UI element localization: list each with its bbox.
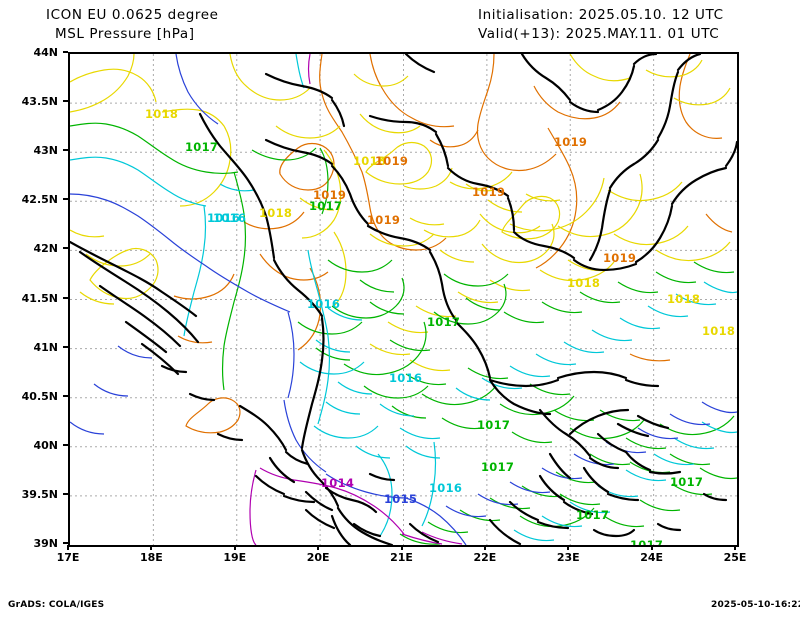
contour-label-1016: 1016 — [213, 211, 247, 225]
x-tick-mark — [317, 545, 320, 550]
y-tick-mark — [63, 51, 68, 53]
y-tick-mark — [63, 345, 68, 348]
isobar-1015 — [70, 54, 737, 545]
x-tick-mark — [67, 545, 69, 550]
x-tick-mark — [400, 545, 403, 550]
contour-label-1018: 1018 — [567, 276, 601, 290]
contour-label-1017: 1017 — [185, 140, 219, 154]
x-tick-label: 22E — [473, 551, 497, 564]
contour-label-1017: 1017 — [630, 538, 664, 545]
contour-label-1017: 1017 — [477, 418, 511, 432]
model-name-label: ICON EU 0.0625 degree — [46, 7, 219, 23]
y-tick-mark — [63, 492, 68, 495]
contour-label-1019: 1019 — [554, 135, 588, 149]
y-tick-label: 42.5N — [21, 193, 58, 207]
contour-label-1018: 1018 — [353, 154, 387, 168]
x-tick-label: 19E — [223, 551, 247, 564]
contour-label-1016: 1016 — [389, 371, 423, 385]
contour-label-1019: 1019 — [472, 185, 506, 199]
contour-label-1015: 1015 — [384, 492, 418, 506]
initialisation-label: Initialisation: 2025.05.10. 12 UTC — [478, 7, 724, 23]
isobar-1017 — [70, 122, 737, 545]
contour-label-1017: 1017 — [427, 315, 461, 329]
render-timestamp-label: 2025-05-10-16:22 — [711, 600, 800, 610]
contour-label-1018: 1018 — [667, 292, 701, 306]
contour-label-1016: 1016 — [429, 481, 463, 495]
valid-time-label: Valid(+13): 2025.MAY.11. 01 UTC — [478, 26, 720, 42]
x-tick-label: 25E — [723, 551, 747, 564]
contour-label-1018: 1018 — [259, 206, 293, 220]
y-tick-mark — [63, 542, 68, 544]
x-tick-mark — [567, 545, 570, 550]
y-tick-label: 40.5N — [21, 389, 58, 403]
x-tick-label: 23E — [556, 551, 580, 564]
gridlines — [70, 54, 737, 545]
contour-label-1019: 1019 — [367, 213, 401, 227]
field-name-label: MSL Pressure [hPa] — [55, 26, 195, 42]
y-tick-mark — [63, 394, 68, 397]
x-tick-mark — [233, 545, 236, 550]
contour-label-1018: 1018 — [702, 324, 736, 338]
map-canvas — [70, 54, 737, 545]
isobar-1018 — [70, 54, 731, 372]
x-tick-mark — [650, 545, 653, 550]
y-tick-label: 44N — [33, 46, 58, 59]
y-tick-label: 43N — [33, 144, 58, 158]
contour-label-1017: 1017 — [481, 460, 515, 474]
x-tick-mark — [734, 545, 736, 550]
x-tick-label: 20E — [306, 551, 330, 564]
contour-label-1017: 1017 — [576, 508, 610, 522]
map-plot-frame: 1018 1017 1016 1018 1017 1019 1016 1018 1019 1019… — [68, 52, 739, 547]
x-tick-mark — [483, 545, 486, 550]
isobar-contours — [70, 54, 737, 545]
y-tick-mark — [63, 443, 68, 446]
y-tick-mark — [63, 296, 68, 299]
isobar-1019 — [173, 54, 733, 434]
map-plot-area: 1018 1017 1016 1018 1017 1019 1016 1018 1019 1019… — [70, 54, 737, 545]
isobar-1016 — [70, 54, 737, 542]
y-tick-label: 39N — [33, 537, 58, 550]
contour-label-1019: 1019 — [603, 251, 637, 265]
contour-label-1016: 1016 — [207, 211, 241, 225]
contour-label-1014: 1014 — [321, 476, 355, 490]
y-tick-label: 43.5N — [21, 95, 58, 109]
y-tick-mark — [63, 198, 68, 201]
contour-label-1016: 1016 — [307, 297, 341, 311]
x-tick-label: 21E — [390, 551, 413, 564]
contour-label-1019: 1019 — [313, 188, 347, 202]
x-tick-label: 18E — [139, 551, 163, 564]
y-tick-mark — [63, 149, 68, 152]
y-tick-label: 42N — [33, 242, 58, 256]
y-tick-mark — [63, 100, 68, 103]
x-tick-mark — [150, 545, 153, 550]
x-tick-label: 17E — [56, 551, 80, 564]
contour-label-1017: 1017 — [309, 199, 343, 213]
contour-label-1019: 1019 — [375, 154, 409, 168]
x-tick-label: 24E — [640, 551, 664, 564]
contour-label-1017: 1017 — [670, 475, 704, 489]
y-tick-label: 41N — [33, 340, 58, 354]
y-tick-mark — [63, 247, 68, 250]
isobar-1014 — [249, 54, 463, 545]
contour-label-1018: 1018 — [145, 107, 179, 121]
y-tick-label: 39.5N — [21, 487, 58, 501]
grads-credit-label: GrADS: COLA/IGES — [8, 600, 105, 610]
y-tick-label: 41.5N — [21, 291, 58, 305]
coastlines-and-borders — [70, 54, 737, 545]
y-tick-label: 40N — [33, 438, 58, 452]
